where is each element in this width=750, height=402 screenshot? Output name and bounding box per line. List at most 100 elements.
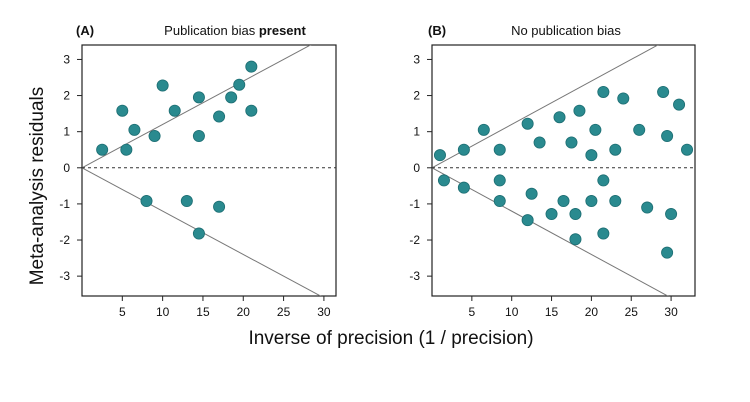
panel-a-x-tick-label: 20 [237, 305, 251, 319]
panel-a-data-point [245, 60, 258, 73]
panel-a-data-point [96, 143, 109, 156]
panel-b-data-point [609, 195, 622, 208]
panel-b-x-tick-label: 15 [545, 305, 559, 319]
panel-b-y-tick-label: -2 [409, 233, 420, 247]
panel-b-y-tick-label: 2 [413, 89, 420, 103]
panel-a-funnel-upper [82, 45, 312, 169]
panel-b-data-point [569, 208, 582, 221]
panel-a-data-point [245, 104, 258, 117]
panel-b-data-point [493, 195, 506, 208]
panel-b-data-point [493, 143, 506, 156]
panel-b-x-tick-label: 30 [664, 305, 678, 319]
panel-a-data-point [233, 78, 246, 91]
panel-b-data-point [545, 208, 558, 221]
panel-a-x-tick-label: 15 [196, 305, 210, 319]
panel-b-data-point [657, 85, 670, 98]
panel-b-data-point [609, 143, 622, 156]
panel-a-y-tick-label: 3 [63, 52, 70, 66]
y-axis-label: Meta-analysis residuals [27, 87, 48, 286]
panel-a-x-tick-label: 25 [277, 305, 291, 319]
panel-b-title: No publication bias [511, 23, 621, 38]
panel-a-data-point [120, 143, 133, 156]
panel-b-data-point [597, 85, 610, 98]
panel-b-x-tick-label: 25 [625, 305, 639, 319]
panel-b-tag: (B) [428, 23, 446, 38]
panel-b-y-tick-label: 0 [413, 161, 420, 175]
panel-b-data-point [589, 123, 602, 136]
panel-b-data-point [569, 233, 582, 246]
panel-b-funnel-lower [432, 167, 669, 296]
panel-b-y-tick-label: 1 [413, 125, 420, 139]
panel-a-data-point [192, 130, 205, 143]
panel-b-data-point [673, 98, 686, 111]
panel-b-data-point [565, 136, 578, 149]
panel-a-tag: (A) [76, 23, 94, 38]
panel-a-y-tick-label: 0 [63, 161, 70, 175]
panel-a-y-tick-label: -3 [59, 269, 70, 283]
panel-a-x-tick-label: 30 [317, 305, 331, 319]
panel-a-title-bold: present [259, 23, 307, 38]
panel-b-x-tick-label: 20 [585, 305, 599, 319]
panel-b-data-point [665, 208, 678, 221]
panel-a-title: Publication bias present [164, 23, 306, 38]
panel-a-y-tick-label: -2 [59, 233, 70, 247]
panel-b-data-point [553, 111, 566, 124]
panel-a-title-text: Publication bias [164, 23, 259, 38]
panel-b-data-point [573, 104, 586, 117]
panel-b-data-point [661, 246, 674, 259]
panel-b-data-point [533, 136, 546, 149]
panel-b-data-point [525, 187, 538, 200]
panel-b-x-tick-label: 5 [469, 305, 476, 319]
panel-b-title-text: No publication bias [511, 23, 621, 38]
panel-b-x-tick-label: 10 [505, 305, 519, 319]
panel-a-frame [81, 44, 337, 297]
panel-a-y-tick-label: 1 [63, 125, 70, 139]
panel-a-data-point [148, 130, 161, 143]
panel-a-data-point [140, 195, 153, 208]
panel-a-data-point [168, 104, 181, 117]
panel-b-data-point [557, 195, 570, 208]
panel-a-data-point [225, 91, 238, 104]
panel-b-data-point [477, 123, 490, 136]
panel-b-data-point [521, 214, 534, 227]
panel-a-x-tick-label: 10 [156, 305, 170, 319]
panel-a-data-point [192, 227, 205, 240]
panel-b-data-point [457, 143, 470, 156]
panel-a-funnel-lower [82, 167, 322, 296]
panel-b-data-point [597, 174, 610, 187]
x-axis-label: Inverse of precision (1 / precision) [248, 328, 533, 349]
panel-b-data-point [681, 143, 694, 156]
panel-b-data-point [597, 227, 610, 240]
panel-b-data-point [521, 117, 534, 130]
panel-b-funnel-upper [432, 45, 659, 169]
panel-b-data-point [641, 201, 654, 214]
panel-b-y-tick-label: 3 [413, 52, 420, 66]
panel-a-data-point [156, 79, 169, 92]
panel-a-y-tick-label: 2 [63, 89, 70, 103]
panel-b-data-point [661, 130, 674, 143]
panel-b-data-point [457, 181, 470, 194]
panel-b-data-point [437, 174, 450, 187]
panel-b-y-tick-label: -3 [409, 269, 420, 283]
panel-b-data-point [493, 174, 506, 187]
panel-a-data-point [213, 110, 226, 123]
panel-b-data-point [617, 92, 630, 105]
panel-a-data-point [192, 91, 205, 104]
panel-a-data-point [213, 200, 226, 213]
panel-a-y-tick-label: -1 [59, 197, 70, 211]
panel-a-data-point [128, 123, 141, 136]
panel-b-data-point [633, 123, 646, 136]
panel-b-data-point [433, 149, 446, 162]
panel-b-data-point [585, 149, 598, 162]
panel-b-frame [431, 44, 696, 297]
panel-a: (A) Publication bias present 3210-1-2-35… [59, 23, 337, 319]
panel-b-data-point [585, 195, 598, 208]
panel-b-y-tick-label: -1 [409, 197, 420, 211]
panel-a-x-tick-label: 5 [119, 305, 126, 319]
panel-a-data-point [180, 195, 193, 208]
panel-a-data-point [116, 104, 129, 117]
